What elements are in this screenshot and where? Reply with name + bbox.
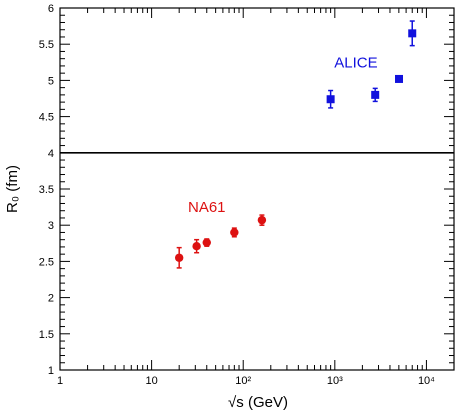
y-tick-label: 3 — [48, 220, 54, 232]
data-point-circle — [257, 215, 267, 225]
series-na61 — [174, 214, 267, 269]
data-point-circle — [192, 241, 201, 251]
y-tick-label: 1 — [48, 365, 54, 377]
y-tick-label: 5 — [48, 75, 54, 87]
y-axis-label: R₀ (fm) — [4, 165, 21, 213]
y-tick-label: 4.5 — [39, 112, 54, 124]
data-series — [174, 20, 417, 269]
plot-frame — [59, 7, 455, 371]
y-tick-label: 6 — [48, 3, 54, 15]
data-point-circle — [230, 228, 239, 237]
data-point-square — [395, 74, 404, 83]
y-tick-label: 2 — [48, 293, 54, 305]
x-tick-label: 1 — [57, 375, 63, 387]
x-tick-label: 10 — [145, 375, 157, 387]
data-point-circle — [202, 238, 211, 247]
y-tick-label: 2.5 — [39, 256, 54, 268]
x-tick-label: 10³ — [327, 375, 343, 387]
y-tick-label: 1.5 — [39, 329, 54, 341]
y-tick-label: 3.5 — [39, 184, 54, 196]
x-tick-label: 10² — [235, 375, 251, 387]
axis-ticks — [59, 7, 455, 371]
data-point-square — [371, 90, 380, 99]
x-tick-label: 10⁴ — [418, 375, 435, 387]
tick-labels: 1 10 10² 10³ 10⁴ 1 1.5 2 2.5 3 3.5 4 4.5 5 5.5 6 — [39, 3, 435, 387]
data-point-square — [408, 29, 417, 38]
series-label-alice: ALICE — [334, 54, 377, 71]
series-labels: NA61 ALICE — [188, 54, 378, 216]
y-tick-label: 5.5 — [39, 39, 54, 51]
series-label-na61: NA61 — [188, 199, 226, 216]
series-alice — [326, 20, 417, 109]
x-axis-label: √s (GeV) — [228, 394, 288, 411]
data-point-circle — [174, 253, 184, 262]
y-tick-label: 4 — [48, 148, 54, 160]
data-point-square — [326, 95, 335, 104]
